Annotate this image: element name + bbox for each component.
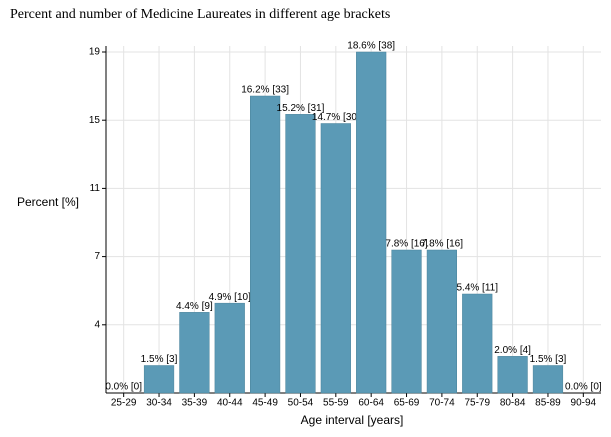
value-label: 15.2% [31] <box>277 103 325 114</box>
bar <box>497 356 528 394</box>
x-tick-label: 30-34 <box>146 398 172 409</box>
y-tick-label: 7 <box>94 251 100 262</box>
value-label: 14.7% [30] <box>312 112 360 123</box>
value-label: 7.8% [16] <box>385 239 427 250</box>
x-tick-label: 45-49 <box>252 398 278 409</box>
x-tick-label: 60-64 <box>358 398 384 409</box>
bar <box>179 312 210 394</box>
y-tick-label: 15 <box>89 115 101 126</box>
chart-title: Percent and number of Medicine Laureates… <box>10 7 390 22</box>
x-tick-label: 55-59 <box>323 398 349 409</box>
bar <box>391 249 422 394</box>
value-label: 4.4% [9] <box>176 301 213 312</box>
value-label: 1.5% [3] <box>530 354 567 365</box>
value-label: 0.0% [0] <box>565 382 602 393</box>
x-tick-label: 35-39 <box>182 398 208 409</box>
y-tick-label: 4 <box>94 319 100 330</box>
x-axis-label: Age interval [years] <box>301 413 404 427</box>
bar <box>356 51 387 394</box>
x-tick-label: 40-44 <box>217 398 243 409</box>
value-label: 7.8% [16] <box>421 239 463 250</box>
value-label: 1.5% [3] <box>141 354 178 365</box>
bar <box>532 365 564 394</box>
bar <box>320 123 351 394</box>
y-tick-label: 19 <box>89 47 101 58</box>
bar <box>426 249 457 394</box>
value-label: 18.6% [38] <box>347 41 395 52</box>
bar <box>214 302 245 394</box>
value-label: 16.2% [33] <box>241 85 289 96</box>
x-tick-label: 25-29 <box>111 398 137 409</box>
value-label: 5.4% [11] <box>456 283 498 294</box>
value-label: 4.9% [10] <box>209 292 251 303</box>
value-label: 2.0% [4] <box>494 345 531 356</box>
x-tick-label: 90-94 <box>571 398 597 409</box>
y-axis-label: Percent [%] <box>17 195 79 209</box>
bar <box>250 95 281 394</box>
value-label: 0.0% [0] <box>105 382 142 393</box>
x-tick-label: 65-69 <box>394 398 420 409</box>
y-tick-label: 11 <box>90 183 101 194</box>
x-tick-label: 50-54 <box>288 398 314 409</box>
x-tick-label: 80-84 <box>500 398 526 409</box>
x-tick-label: 75-79 <box>464 398 490 409</box>
bar <box>285 114 316 394</box>
bar <box>462 293 493 394</box>
x-tick-label: 70-74 <box>429 398 455 409</box>
x-tick-label: 85-89 <box>535 398 561 409</box>
bar <box>143 365 175 394</box>
